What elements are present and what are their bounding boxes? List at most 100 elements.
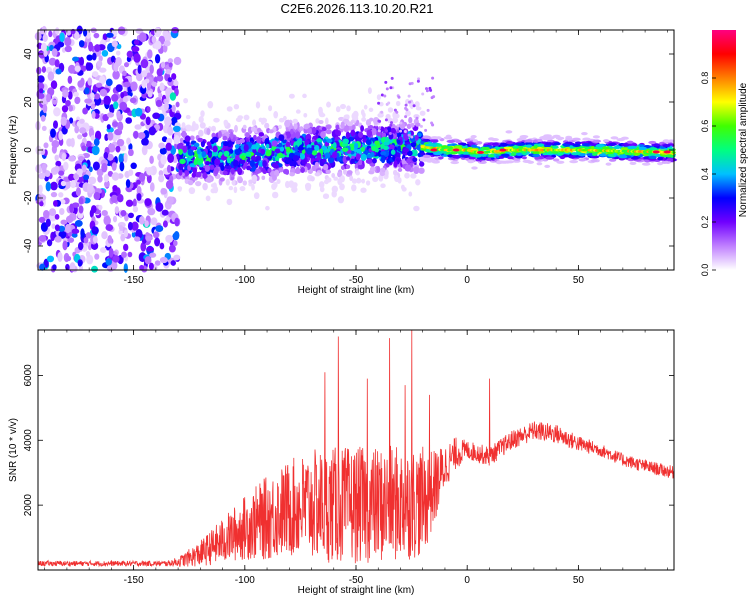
spectrogram-cell <box>144 198 152 207</box>
spectrogram-cell <box>168 62 173 68</box>
spectrogram-cell <box>45 93 51 103</box>
spectrogram-cell <box>360 153 367 162</box>
spectrogram-cell <box>213 166 219 175</box>
colorbar-ticks: 0.0 0.2 0.4 0.6 0.8 <box>700 72 716 276</box>
spectrogram-cell <box>377 149 382 158</box>
spectrogram-cell <box>355 178 362 184</box>
spectrogram-cell <box>306 147 313 155</box>
spectrogram-cell <box>413 166 420 174</box>
spectrogram-cell <box>417 132 422 138</box>
spectrogram-cell <box>304 139 310 147</box>
colorbar-tick-label: 0.2 <box>700 216 710 229</box>
spectrogram-cell <box>367 125 374 130</box>
spectrogram-cell <box>152 231 160 239</box>
spectrogram-cell <box>53 120 58 129</box>
spectrogram-cell <box>386 127 392 133</box>
spectrogram-cell <box>67 90 73 100</box>
spectrogram-cell <box>321 145 328 151</box>
spectrogram-cell <box>107 235 113 244</box>
spectrogram-cell <box>384 136 390 143</box>
spectrogram-cell <box>154 53 161 64</box>
spectrogram-cell <box>376 165 381 173</box>
spectrogram-cell <box>96 168 104 177</box>
spectrogram-cell <box>512 145 519 149</box>
spectrogram-cell <box>268 105 273 112</box>
spectrogram-cell <box>314 144 320 152</box>
spectrogram-cell <box>106 112 115 118</box>
figure-title: C2E6.2026.113.10.20.R21 <box>281 1 434 16</box>
spectrogram-cell <box>147 90 153 98</box>
spectrogram-cell <box>324 117 329 125</box>
spectrogram-cell <box>88 166 93 173</box>
spectrogram-cell <box>377 129 381 133</box>
spectrogram-cell <box>648 155 657 159</box>
spectrogram-cell <box>200 110 205 118</box>
spectrogram-cell <box>424 143 434 147</box>
spectrogram-cell <box>122 96 128 104</box>
colorbar-tick-label: 0.6 <box>700 120 710 133</box>
x-tick-label: 0 <box>464 575 470 586</box>
spectrogram-cell <box>314 141 318 146</box>
spectrogram-cell <box>77 261 82 267</box>
spectrogram-cell <box>41 125 47 132</box>
spectrogram-cell <box>343 125 350 133</box>
spectrogram-cell <box>195 171 202 178</box>
spectrogram-cell <box>181 122 186 129</box>
spectrogram-cell <box>171 104 176 113</box>
spectrogram-cell <box>132 198 137 208</box>
spectrogram-cell <box>166 137 173 145</box>
spectrogram-cell <box>278 142 283 148</box>
spectrogram-cell <box>629 161 637 165</box>
spectrogram-cell <box>424 128 428 132</box>
spectrogram-cell <box>137 132 146 140</box>
spectrogram-cell <box>53 200 58 207</box>
spectrogram-cell <box>393 108 397 112</box>
spectrogram-cell <box>243 143 249 152</box>
spectrogram-cell <box>261 175 266 181</box>
spectrogram-cell <box>256 127 262 133</box>
spectrogram-cell <box>173 230 180 240</box>
x-tick-label: -100 <box>235 275 255 286</box>
spectrogram-cell <box>38 172 46 180</box>
snr-x-ticks: -150 -100 -50 0 50 <box>44 330 668 586</box>
spectrogram-cell <box>74 96 81 105</box>
spectrogram-cell <box>117 121 124 132</box>
spectrogram-cell <box>183 97 189 104</box>
spectrogram-cell <box>45 181 51 192</box>
spectrogram-cell <box>217 130 222 139</box>
spectrogram-cell <box>159 256 168 264</box>
spectrogram-cell <box>393 134 397 138</box>
spectrogram-cell <box>110 194 119 204</box>
spectrogram-cell <box>562 143 571 147</box>
spectrogram-cell <box>185 124 191 130</box>
spectrogram-cell <box>89 209 94 218</box>
spectrogram-cell <box>516 138 523 142</box>
spectrogram-cell <box>400 184 405 190</box>
spectrogram-cell <box>410 142 417 148</box>
spectrogram-cell <box>365 180 371 186</box>
spectrogram-cell <box>272 174 277 181</box>
spectrogram-cell <box>206 141 212 146</box>
spectrogram-cell <box>42 209 50 219</box>
spectrogram-cell <box>306 127 312 134</box>
colorbar: 0.0 0.2 0.4 0.6 0.8 Normalized spectral ampl… <box>700 30 749 276</box>
spectrogram-cell <box>85 140 92 148</box>
spectrogram-cell <box>276 178 281 184</box>
spectrogram-cell <box>352 116 359 121</box>
spectrogram-cell <box>39 88 44 94</box>
spectrogram-cell <box>413 205 420 212</box>
spectrogram-cell <box>208 152 212 159</box>
spectrogram-y-ticks: -40 -20 0 20 40 <box>23 48 674 253</box>
spectrogram-cell <box>43 142 49 149</box>
spectrogram-cell <box>412 149 417 155</box>
spectrogram-cell <box>78 197 84 205</box>
spectrogram-cell <box>286 146 291 153</box>
spectrogram-cell <box>47 71 55 81</box>
spectrogram-cell <box>421 92 425 96</box>
spectrogram-cell <box>104 133 109 142</box>
spectrogram-cell <box>169 92 177 101</box>
spectrogram-cell <box>515 155 524 159</box>
spectrogram-cell <box>84 98 93 104</box>
spectrogram-cell <box>397 145 402 152</box>
spectrogram-cell <box>167 77 173 83</box>
